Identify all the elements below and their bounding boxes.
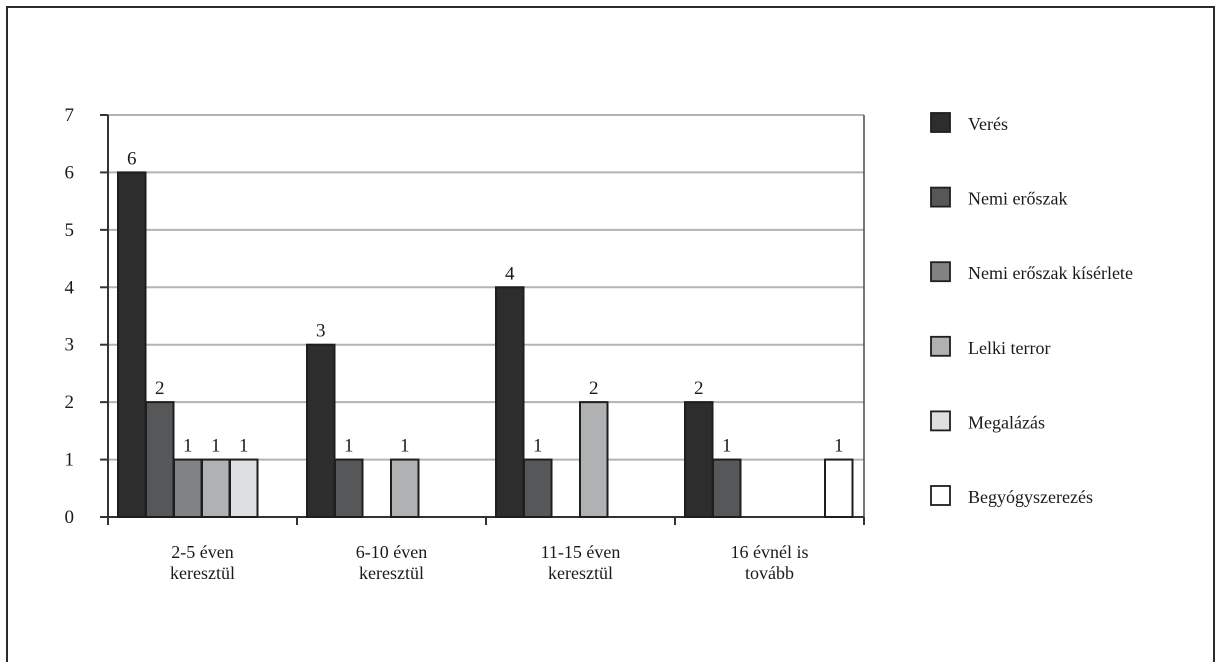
x-category-label-3-0: 16 évnél is <box>731 542 809 562</box>
y-tick-label-3: 3 <box>65 335 75 356</box>
bar-value-label-5-3: 1 <box>834 436 844 457</box>
bar-2-0 <box>173 458 203 519</box>
legend-swatch-5 <box>930 485 951 506</box>
bar-3-2 <box>579 401 609 518</box>
legend-label-2: Nemi erőszak kísérlete <box>968 263 1133 283</box>
x-category-label-0-0: 2-5 éven <box>171 542 233 562</box>
y-tick-label-0: 0 <box>65 507 75 528</box>
bar-0-0 <box>117 171 147 519</box>
bar-1-0 <box>145 401 175 518</box>
legend-swatch-0 <box>930 112 951 133</box>
bar-4-0 <box>229 458 259 519</box>
bar-value-label-1-2: 1 <box>533 436 543 457</box>
bar-0-2 <box>495 286 525 518</box>
bar-value-label-0-3: 2 <box>694 378 704 399</box>
bar-3-1 <box>390 458 420 519</box>
bar-value-label-0-1: 3 <box>316 321 326 342</box>
x-category-label-3-1: tovább <box>745 563 794 583</box>
bar-value-label-0-0: 6 <box>127 148 137 169</box>
bar-3-0 <box>201 458 231 519</box>
bar-value-label-3-2: 2 <box>589 378 599 399</box>
chart-frame <box>6 6 1215 662</box>
bar-1-2 <box>523 458 553 519</box>
legend-label-1: Nemi erőszak <box>968 189 1067 209</box>
bar-value-label-3-1: 1 <box>400 436 410 457</box>
bar-value-label-1-3: 1 <box>722 436 732 457</box>
y-tick-label-6: 6 <box>65 162 75 183</box>
legend-label-0: Verés <box>968 114 1008 134</box>
y-tick-label-2: 2 <box>65 392 75 413</box>
x-category-label-1-1: keresztül <box>359 563 424 583</box>
y-tick-label-7: 7 <box>65 105 75 126</box>
y-tick-label-5: 5 <box>65 220 75 241</box>
bar-value-label-2-0: 1 <box>183 436 193 457</box>
legend-swatch-3 <box>930 335 951 357</box>
x-category-label-2-0: 11-15 éven <box>541 542 621 562</box>
legend-label-4: Megalázás <box>968 412 1045 432</box>
bar-5-3 <box>824 458 854 519</box>
bar-1-3 <box>712 458 742 519</box>
bar-0-1 <box>306 343 336 519</box>
bar-0-3 <box>684 401 714 518</box>
legend-swatch-2 <box>930 261 951 283</box>
bar-value-label-3-0: 1 <box>211 436 221 457</box>
bar-value-label-4-0: 1 <box>239 436 249 457</box>
bar-value-label-0-2: 4 <box>505 263 515 284</box>
bar-value-label-1-1: 1 <box>344 436 354 457</box>
x-category-label-2-1: keresztül <box>548 563 613 583</box>
legend-swatch-4 <box>930 410 951 432</box>
x-category-label-1-0: 6-10 éven <box>356 542 427 562</box>
bar-1-1 <box>334 458 364 519</box>
y-tick-label-1: 1 <box>65 450 75 471</box>
legend-swatch-1 <box>930 186 951 208</box>
y-tick-label-4: 4 <box>65 277 75 298</box>
legend-label-3: Lelki terror <box>968 338 1050 358</box>
x-category-label-0-1: keresztül <box>170 563 235 583</box>
legend-label-5: Begyógyszerezés <box>968 487 1093 507</box>
bar-value-label-1-0: 2 <box>155 378 165 399</box>
